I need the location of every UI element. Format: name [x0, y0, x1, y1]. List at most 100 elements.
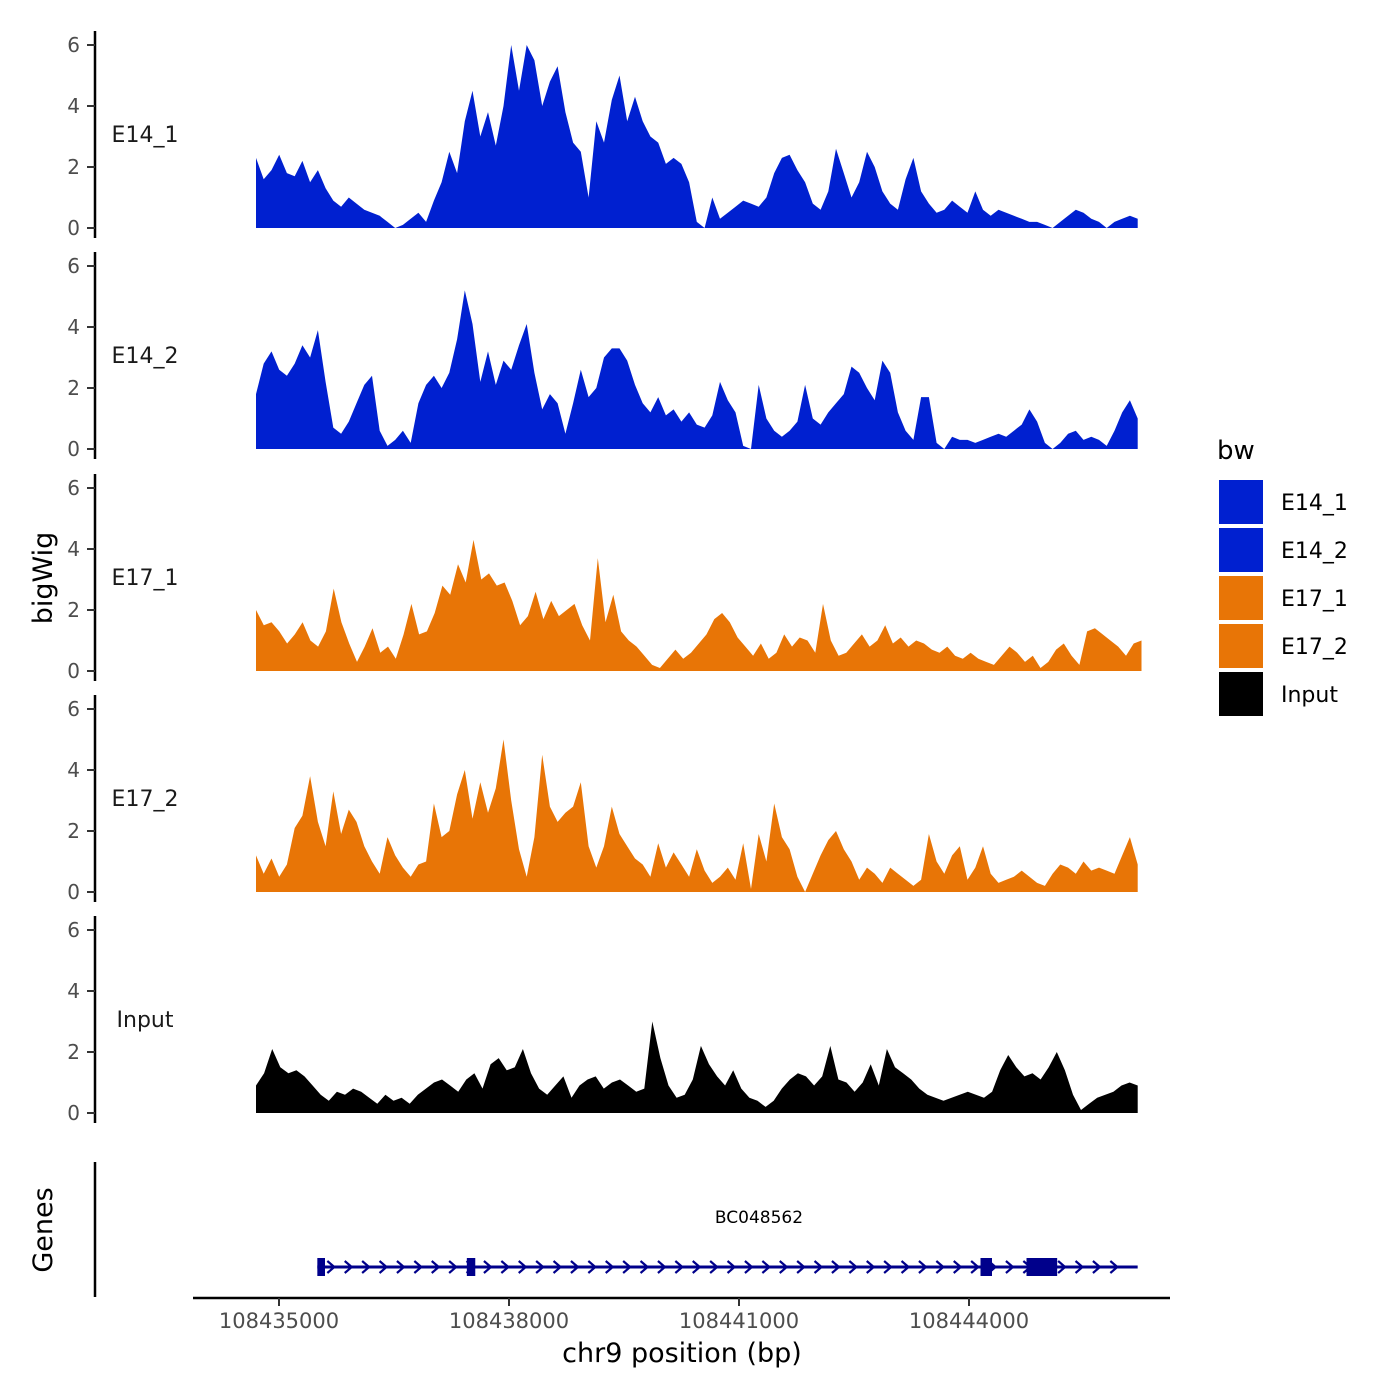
x-tick-label: 108444000 [909, 1309, 1029, 1333]
y-axis-title: bigWig [28, 532, 59, 625]
strand-arrow [970, 1260, 980, 1274]
gene-exon [1026, 1258, 1058, 1276]
strand-arrow [674, 1260, 685, 1274]
signal-area-e17_2 [256, 739, 1138, 892]
strand-arrow [918, 1260, 928, 1274]
y-tick-label: 0 [67, 659, 80, 683]
legend-key-input [1219, 672, 1263, 716]
legend-key-e17_2 [1219, 624, 1263, 668]
gene-exon [466, 1258, 476, 1276]
gene-name-label: BC048562 [715, 1208, 803, 1228]
strand-arrow [883, 1260, 893, 1274]
y-tick-label: 0 [67, 880, 80, 904]
y-tick-label: 4 [67, 758, 80, 782]
tracks-layer: 0 2 4 6 E14_1 0 2 4 6 E14_2 0 2 4 6 E17_1 0 2 4 6 E17_2 0 2 4 6… [67, 31, 1142, 1125]
strand-arrow [552, 1260, 563, 1274]
strand-arrow [709, 1260, 719, 1274]
x-tick-label: 108441000 [679, 1309, 799, 1333]
strand-arrow [726, 1260, 737, 1274]
y-tick-label: 2 [67, 155, 80, 179]
y-tick-label: 6 [67, 254, 80, 278]
y-tick-label: 4 [67, 315, 80, 339]
strand-arrow [518, 1260, 528, 1274]
strand-arrow [500, 1260, 511, 1274]
y-tick-label: 4 [67, 537, 80, 561]
strand-arrow [413, 1260, 424, 1274]
signal-area-e14_2 [256, 290, 1138, 449]
y-tick-label: 4 [67, 94, 80, 118]
legend-label: E14_1 [1281, 491, 1348, 516]
signal-area-input [256, 1021, 1138, 1113]
strand-arrow [1092, 1260, 1102, 1274]
y-tick-label: 0 [67, 437, 80, 461]
legend-label: E14_2 [1281, 539, 1348, 564]
strand-arrow [378, 1260, 389, 1274]
x-axis: 108435000 108438000 108441000 108444000 chr… [193, 1296, 1170, 1369]
strand-arrow [605, 1260, 615, 1274]
legend-label: Input [1281, 683, 1338, 708]
strand-arrow [761, 1260, 772, 1274]
strand-arrow [953, 1260, 963, 1274]
legend-label: E17_2 [1281, 635, 1348, 660]
strand-arrow [831, 1260, 841, 1274]
y-tick-label: 2 [67, 819, 80, 843]
strand-arrow [326, 1260, 337, 1274]
legend: bw E14_1 E14_2 E17_1 E17_2 Input [1217, 436, 1348, 716]
y-tick-label: 2 [67, 1040, 80, 1064]
strand-arrow [587, 1260, 598, 1274]
strand-arrow [431, 1260, 441, 1274]
strand-arrow [448, 1260, 458, 1274]
strand-arrow [344, 1260, 354, 1274]
y-tick-label: 6 [67, 918, 80, 942]
strand-arrow [1005, 1260, 1015, 1274]
signal-area-e14_1 [256, 45, 1138, 228]
track-label: E14_1 [112, 123, 179, 148]
legend-key-e14_2 [1219, 528, 1263, 572]
track-panel-e17_2: 0 2 4 6 E17_2 [67, 695, 1138, 904]
strand-arrow [692, 1260, 702, 1274]
strand-arrow [1057, 1260, 1067, 1274]
track-panel-e14_2: 0 2 4 6 E14_2 [67, 252, 1138, 461]
legend-key-e17_1 [1219, 576, 1263, 620]
y-tick-label: 2 [67, 376, 80, 400]
strand-arrow [1109, 1260, 1120, 1274]
y-tick-label: 0 [67, 216, 80, 240]
y-tick-label: 6 [67, 697, 80, 721]
legend-title: bw [1217, 436, 1255, 466]
y-tick-label: 4 [67, 979, 80, 1003]
genes-panel-ylabel: Genes [28, 1187, 59, 1272]
strand-arrow [483, 1260, 493, 1274]
strand-arrow [848, 1260, 859, 1274]
track-label: E17_2 [112, 787, 179, 812]
legend-entries: E14_1 E14_2 E17_1 E17_2 Input [1219, 480, 1348, 716]
y-tick-label: 0 [67, 1101, 80, 1125]
strand-arrow [1074, 1260, 1085, 1274]
track-panel-input: 0 2 4 6 Input [67, 916, 1138, 1125]
strand-arrow [796, 1260, 806, 1274]
track-panel-e14_1: 0 2 4 6 E14_1 [67, 31, 1138, 240]
strand-arrow [900, 1260, 911, 1274]
strand-arrow [935, 1260, 946, 1274]
legend-label: E17_1 [1281, 587, 1348, 612]
x-tick-label: 108438000 [449, 1309, 569, 1333]
strand-arrow [779, 1260, 789, 1274]
strand-arrow [813, 1260, 824, 1274]
strand-arrow [622, 1260, 632, 1274]
legend-key-e14_1 [1219, 480, 1263, 524]
gene-exon [317, 1258, 325, 1276]
strand-arrow [866, 1260, 876, 1274]
genes-panel: Genes BC048562 [28, 1162, 1138, 1297]
y-tick-label: 6 [67, 476, 80, 500]
strand-arrow [361, 1260, 371, 1274]
strand-arrow [535, 1260, 545, 1274]
track-label: E17_1 [112, 566, 179, 591]
gene-exon [980, 1258, 992, 1276]
x-ticks: 108435000 108438000 108441000 108444000 [219, 1298, 1029, 1333]
x-axis-title: chr9 position (bp) [562, 1338, 802, 1369]
strand-arrow [639, 1260, 650, 1274]
x-tick-label: 108435000 [219, 1309, 339, 1333]
strand-arrow [744, 1260, 754, 1274]
strand-arrow [657, 1260, 667, 1274]
track-label: Input [117, 1008, 174, 1033]
